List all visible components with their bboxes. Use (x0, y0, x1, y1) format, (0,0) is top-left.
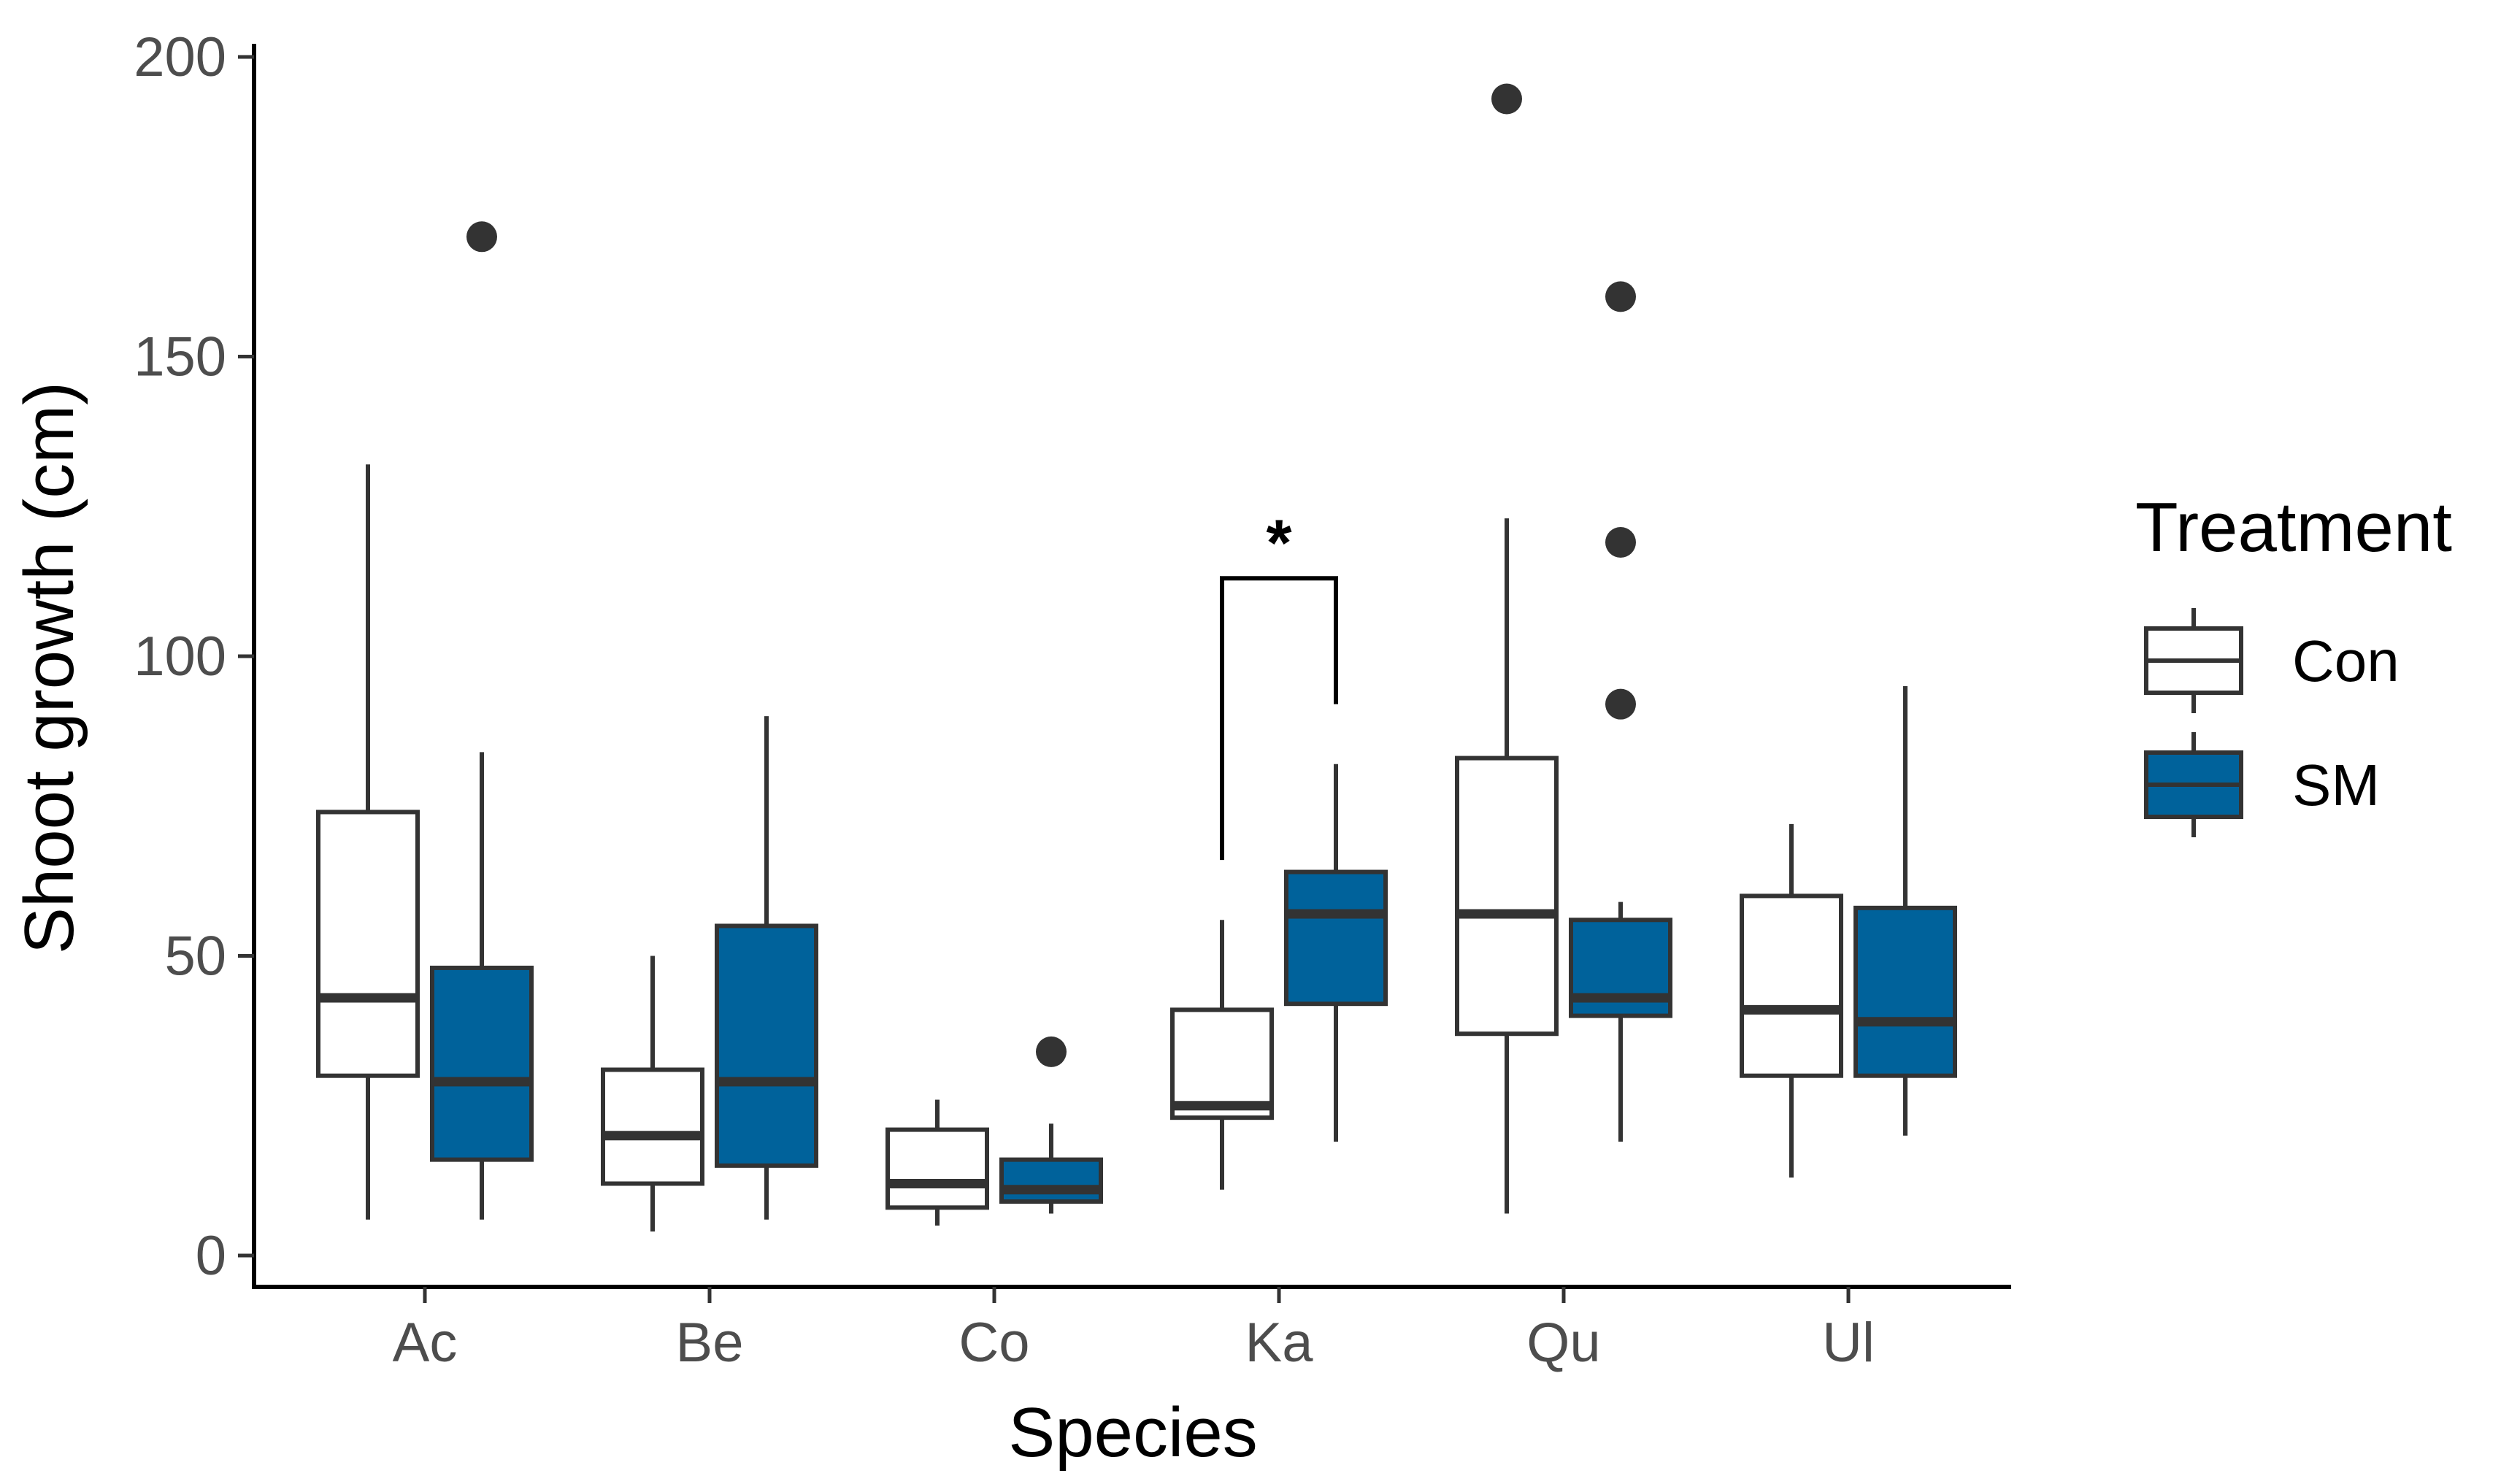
y-tick-label: 50 (164, 926, 226, 988)
x-ticks: Ac Be Co Ka Qu Ul (393, 1287, 1875, 1374)
x-tick-label-ac: Ac (393, 1312, 458, 1374)
box-sm-co (999, 1036, 1103, 1214)
outlier-point (1491, 83, 1522, 115)
x-axis-title: Species (1008, 1393, 1258, 1472)
axes: 0 50 100 150 200 Ac Be Co Ka Qu Ul (134, 26, 2011, 1374)
box-iqr (430, 965, 534, 1162)
x-tick-label-ka: Ka (1245, 1312, 1314, 1374)
box-iqr (715, 923, 818, 1168)
significance-label: * (1266, 507, 1291, 580)
y-tick-label: 100 (134, 626, 226, 688)
box-con-ac (316, 464, 420, 1220)
box-iqr (885, 1127, 989, 1210)
plot-area: * (316, 83, 1957, 1232)
box-iqr (1853, 905, 1957, 1078)
box-con-ul (1740, 823, 1843, 1178)
legend-entries: Con SM (2144, 608, 2400, 837)
bracket-line (1220, 576, 1338, 861)
x-tick-label-co: Co (958, 1312, 1029, 1374)
box-iqr (1170, 1007, 1274, 1120)
outlier-point (466, 221, 497, 253)
box-con-co (885, 1099, 989, 1226)
box-sm-be (715, 716, 818, 1220)
box-iqr (999, 1157, 1103, 1204)
box-con-qu (1455, 83, 1559, 1214)
x-tick-label-qu: Qu (1526, 1312, 1600, 1374)
x-tick-label-ul: Ul (1822, 1312, 1875, 1374)
box-sm-ac (430, 221, 534, 1220)
y-tick-label: 200 (134, 26, 226, 88)
outlier-point (1605, 281, 1636, 312)
box-con-ka (1170, 920, 1274, 1190)
outlier-point (1605, 688, 1636, 720)
legend-entry-sm: SM (2144, 732, 2380, 837)
outlier-point (1605, 527, 1636, 558)
box-iqr (1284, 869, 1388, 1007)
box-iqr (316, 810, 420, 1078)
y-axis-title: Shoot growth (cm) (10, 382, 88, 954)
box-con-be (601, 956, 704, 1232)
legend-title: Treatment (2135, 488, 2452, 566)
box-sm-ka (1284, 764, 1388, 1142)
outlier-point (1036, 1036, 1067, 1067)
box-iqr (601, 1067, 704, 1186)
box-iqr (1455, 756, 1559, 1037)
legend: Treatment Con SM (2135, 488, 2452, 837)
box-sm-qu (1569, 281, 1672, 1142)
x-tick-label-be: Be (676, 1312, 744, 1374)
legend-label: Con (2292, 628, 2400, 693)
legend-entry-con: Con (2144, 608, 2400, 713)
legend-label: SM (2292, 753, 2380, 818)
y-ticks: 0 50 100 150 200 (134, 26, 254, 1287)
significance-bracket: * (1220, 507, 1338, 861)
y-tick-label: 0 (196, 1225, 226, 1287)
box-iqr (1740, 893, 1843, 1078)
y-tick-label: 150 (134, 326, 226, 388)
box-sm-ul (1853, 686, 1957, 1136)
